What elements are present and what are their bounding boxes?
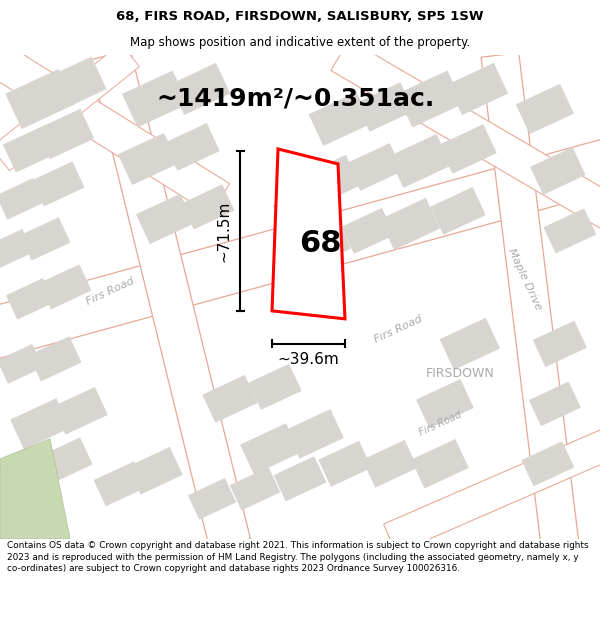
Polygon shape (331, 39, 600, 234)
Text: FIRSDOWN: FIRSDOWN (425, 368, 494, 381)
Polygon shape (342, 209, 394, 253)
Text: Contains OS data © Crown copyright and database right 2021. This information is : Contains OS data © Crown copyright and d… (7, 541, 589, 573)
Text: Maple Drive: Maple Drive (506, 246, 544, 311)
Polygon shape (533, 321, 586, 366)
Polygon shape (380, 198, 440, 249)
Polygon shape (448, 64, 508, 114)
Polygon shape (0, 344, 43, 383)
Polygon shape (440, 125, 496, 173)
Polygon shape (301, 156, 359, 206)
Polygon shape (38, 438, 92, 484)
Polygon shape (122, 71, 188, 127)
Polygon shape (241, 424, 299, 474)
Polygon shape (37, 109, 94, 159)
Polygon shape (293, 219, 350, 269)
Polygon shape (284, 267, 322, 301)
Polygon shape (1, 448, 50, 490)
Text: ~1419m²/~0.351ac.: ~1419m²/~0.351ac. (156, 87, 434, 111)
Polygon shape (0, 229, 32, 268)
Text: 68, FIRS ROAD, FIRSDOWN, SALISBURY, SP5 1SW: 68, FIRS ROAD, FIRSDOWN, SALISBURY, SP5 … (116, 10, 484, 23)
Polygon shape (356, 82, 413, 131)
Polygon shape (481, 52, 579, 546)
Polygon shape (0, 139, 600, 359)
Text: 68: 68 (299, 229, 341, 258)
Polygon shape (544, 209, 596, 253)
Polygon shape (517, 84, 574, 134)
Polygon shape (522, 442, 574, 486)
Polygon shape (273, 194, 307, 224)
Polygon shape (529, 382, 580, 426)
Polygon shape (44, 57, 106, 111)
Polygon shape (348, 144, 402, 190)
Polygon shape (29, 337, 81, 381)
Polygon shape (431, 188, 485, 234)
Polygon shape (249, 364, 301, 409)
Polygon shape (389, 134, 451, 188)
Text: Map shows position and indicative extent of the property.: Map shows position and indicative extent… (130, 36, 470, 49)
Polygon shape (0, 40, 230, 214)
Polygon shape (0, 439, 70, 539)
Polygon shape (165, 124, 219, 170)
Polygon shape (440, 318, 500, 369)
Polygon shape (0, 43, 139, 171)
Polygon shape (90, 50, 250, 549)
Polygon shape (6, 69, 74, 129)
Polygon shape (94, 462, 146, 506)
Polygon shape (274, 457, 326, 501)
Polygon shape (39, 265, 91, 309)
Polygon shape (4, 126, 57, 172)
Polygon shape (188, 479, 236, 519)
Polygon shape (170, 64, 230, 114)
Text: Firs Road: Firs Road (373, 313, 424, 344)
Polygon shape (383, 424, 600, 553)
Polygon shape (203, 376, 257, 422)
Polygon shape (20, 217, 70, 260)
Polygon shape (137, 194, 194, 244)
Polygon shape (7, 279, 54, 319)
Polygon shape (309, 92, 371, 146)
Polygon shape (412, 439, 468, 488)
Text: Firs Road: Firs Road (85, 276, 136, 306)
Polygon shape (11, 399, 70, 449)
Text: Firs Road: Firs Road (417, 409, 463, 438)
Polygon shape (53, 388, 107, 434)
Polygon shape (128, 448, 182, 494)
Text: ~39.6m: ~39.6m (278, 352, 340, 367)
Polygon shape (416, 379, 473, 428)
Polygon shape (182, 185, 234, 229)
Polygon shape (530, 148, 585, 194)
Polygon shape (363, 441, 417, 487)
Polygon shape (319, 441, 371, 486)
Polygon shape (118, 134, 178, 184)
Polygon shape (397, 71, 463, 127)
Polygon shape (32, 162, 84, 206)
Polygon shape (230, 468, 280, 510)
Polygon shape (272, 149, 345, 319)
Polygon shape (287, 409, 343, 458)
Polygon shape (0, 179, 44, 219)
Text: ~71.5m: ~71.5m (217, 200, 232, 262)
